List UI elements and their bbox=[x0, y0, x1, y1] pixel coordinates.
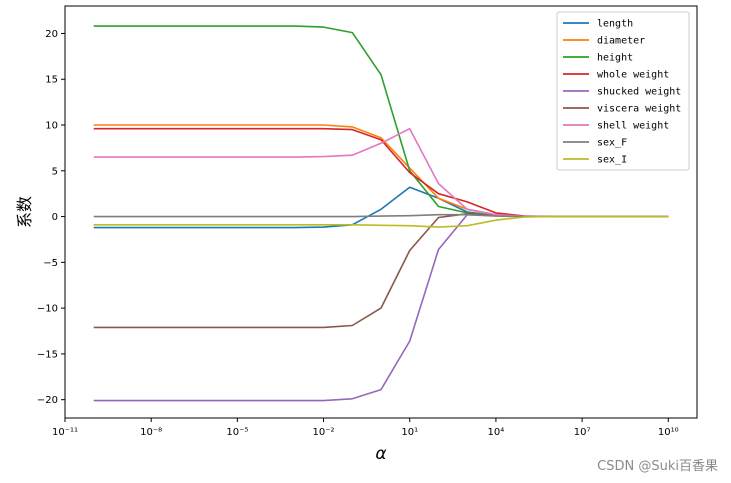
y-axis-label: 系数 bbox=[15, 196, 34, 228]
x-tick-label: 10¹ bbox=[401, 427, 418, 438]
x-tick-label: 10⁻⁸ bbox=[140, 427, 162, 438]
series-layer bbox=[93, 25, 669, 402]
y-tick-label: 10 bbox=[45, 121, 58, 132]
legend-label: sex_I bbox=[597, 155, 627, 166]
legend-label: sex_F bbox=[597, 138, 627, 149]
x-tick-label: 10⁻² bbox=[313, 427, 335, 438]
y-tick-label: 15 bbox=[45, 75, 58, 86]
y-tick-label: −20 bbox=[37, 395, 58, 406]
legend-label: diameter bbox=[597, 36, 645, 47]
legend-label: length bbox=[597, 19, 633, 30]
y-tick-label: 0 bbox=[52, 212, 58, 223]
y-tick-label: −10 bbox=[37, 304, 58, 315]
plot-frame bbox=[64, 5, 698, 419]
legend: length diameter height whole weight shucked … bbox=[556, 11, 690, 171]
legend-label: height bbox=[597, 53, 633, 64]
y-tick-label: −15 bbox=[37, 349, 58, 360]
y-tick-label: 20 bbox=[45, 29, 58, 40]
y-tick-label: 5 bbox=[52, 166, 58, 177]
legend-label: whole weight bbox=[597, 70, 669, 81]
y-tick-label: −5 bbox=[43, 258, 58, 269]
legend-box bbox=[556, 11, 690, 171]
x-tick-label: 10⁷ bbox=[574, 427, 591, 438]
legend-label: viscera weight bbox=[597, 104, 681, 115]
legend-label: shucked weight bbox=[597, 87, 681, 98]
y-axis-ticks: −20 −15 −10 −5 0 5 10 15 20 bbox=[37, 29, 65, 406]
x-tick-label: 10⁻¹¹ bbox=[52, 427, 78, 438]
legend-label: shell weight bbox=[597, 121, 669, 132]
watermark-text: CSDN @Suki百香果 bbox=[597, 459, 718, 474]
series-line-sex_i bbox=[93, 215, 669, 228]
x-tick-label: 10⁻⁵ bbox=[226, 427, 248, 438]
x-axis-ticks: 10⁻¹¹ 10⁻⁸ 10⁻⁵ 10⁻² 10¹ 10⁴ 10⁷ 10¹⁰ bbox=[52, 418, 679, 438]
x-tick-label: 10⁴ bbox=[488, 427, 505, 438]
x-axis-label: α bbox=[375, 444, 386, 464]
x-tick-label: 10¹⁰ bbox=[658, 427, 679, 438]
